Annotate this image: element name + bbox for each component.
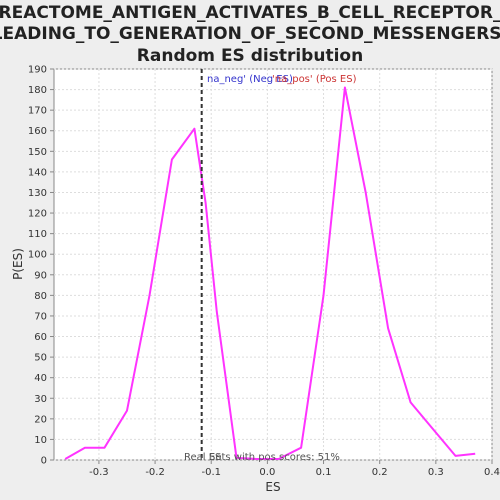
chart-title-line-3: Random ES distribution [137, 46, 363, 66]
y-tick-label: 90 [34, 270, 47, 281]
y-tick-label: 170 [28, 106, 47, 117]
y-tick-label: 60 [34, 332, 47, 343]
y-tick-label: 70 [34, 311, 47, 322]
series-layer [64, 86, 476, 460]
real-es-annotation: Real ES [184, 452, 221, 463]
y-tick-label: 100 [28, 250, 47, 261]
pos-scores-annotation: Sets with pos scores: 51% [209, 452, 340, 463]
y-tick-label: 110 [28, 229, 47, 240]
x-tick-label: -0.2 [145, 467, 165, 478]
x-tick-label: 0.2 [372, 467, 388, 478]
y-tick-label: 50 [34, 353, 47, 364]
y-tick-label: 80 [34, 291, 47, 302]
x-tick-label: 0.1 [316, 467, 332, 478]
y-tick-label: 10 [34, 435, 47, 446]
y-tick-label: 30 [34, 394, 47, 405]
x-tick-label: -0.1 [201, 467, 221, 478]
y-tick-label: 180 [28, 85, 47, 96]
legend: na_neg' (Neg ES) 'na_pos' (Pos ES) [207, 74, 357, 85]
y-tick-label: 140 [28, 167, 47, 178]
es-distribution-line [64, 86, 476, 460]
x-tick-label: 0.0 [259, 467, 275, 478]
y-tick-label: 130 [28, 188, 47, 199]
legend-neg-label: na_neg' (Neg ES) [207, 74, 293, 85]
x-tick-label: 0.4 [484, 467, 500, 478]
axis-ticks: 0 10 20 30 40 50 60 70 80 90 100 110 120 130 140 150 160… [28, 65, 500, 479]
chart-title-line-2: LEADING_TO_GENERATION_OF_SECOND_MESSENGE… [0, 24, 500, 44]
y-tick-label: 120 [28, 209, 47, 220]
x-axis-label: ES [265, 480, 280, 494]
grid-lines [54, 68, 493, 461]
y-tick-label: 0 [41, 456, 47, 467]
y-tick-label: 160 [28, 126, 47, 137]
y-tick-label: 150 [28, 147, 47, 158]
y-tick-label: 190 [28, 65, 47, 76]
chart-title-line-1: REACTOME_ANTIGEN_ACTIVATES_B_CELL_RECEPT… [0, 3, 500, 23]
y-tick-label: 40 [34, 373, 47, 384]
plot-area [53, 68, 493, 461]
legend-pos-label: 'na_pos' (Pos ES) [272, 74, 357, 85]
x-tick-label: 0.3 [428, 467, 444, 478]
y-tick-label: 20 [34, 414, 47, 425]
y-axis-label: P(ES) [11, 248, 25, 280]
x-tick-label: -0.3 [89, 467, 109, 478]
